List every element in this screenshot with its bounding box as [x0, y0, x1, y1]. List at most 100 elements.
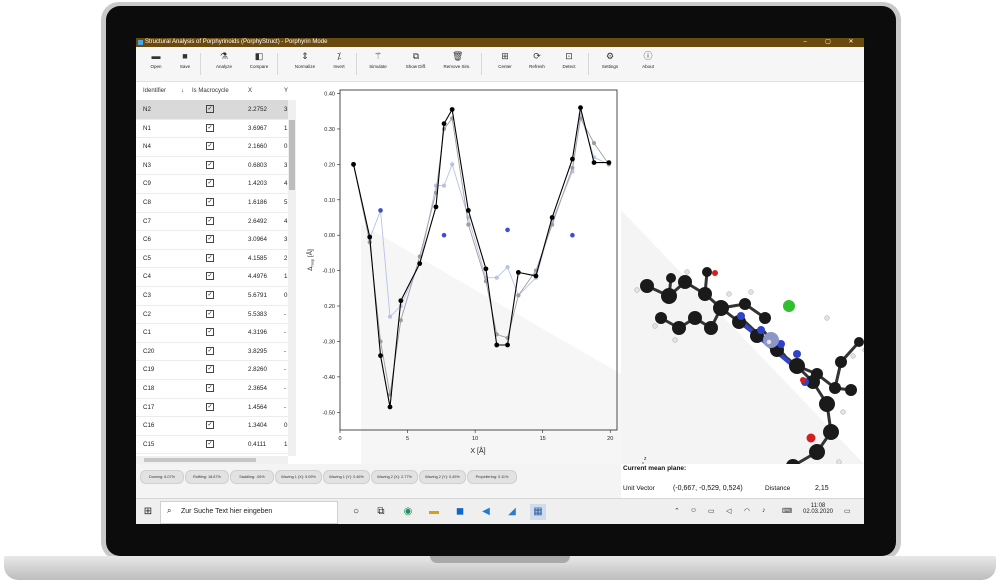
show-diff-button[interactable]: ⧉ Show Diff.	[405, 51, 427, 69]
app-icon-blue[interactable]: ◢	[508, 506, 516, 517]
edge-browser-icon[interactable]: ◉	[403, 506, 413, 517]
tray-battery-icon[interactable]: ▭	[708, 508, 715, 515]
tray-network-icon[interactable]: ◠	[744, 508, 751, 515]
invert-button[interactable]: ⁒ Invert	[333, 51, 345, 69]
maximize-icon[interactable]: ▢	[825, 39, 831, 45]
macrocycle-checkbox[interactable]: ✓	[206, 384, 214, 392]
chip-waving-2y[interactable]: Waving 2 (Y): 0.45%	[419, 470, 466, 484]
scroll-thumb[interactable]	[144, 458, 256, 462]
macrocycle-checkbox[interactable]: ✓	[206, 235, 214, 244]
save-button[interactable]: ■ Save	[179, 51, 191, 69]
table-row[interactable]: N1 ✓ 3.6967 1	[136, 119, 288, 139]
file-explorer-icon[interactable]: ▬	[429, 506, 439, 517]
table-row[interactable]: N2 ✓ 2.2752 3	[136, 100, 288, 120]
chip-propellering[interactable]: Propellering: 3.11%	[467, 470, 517, 484]
column-identifier[interactable]: Identifier	[143, 88, 167, 94]
nitrogen-atom	[777, 340, 785, 348]
grid-horizontal-scrollbar[interactable]	[136, 456, 288, 464]
table-row[interactable]: C6 ✓ 3.0964 3	[136, 230, 288, 250]
compare-button[interactable]: ◧ Compare	[249, 51, 269, 69]
cell-y: 3	[284, 161, 288, 169]
vscode-icon[interactable]: ◀	[482, 506, 490, 517]
chip-waving-1x[interactable]: Waving 1 (X): 9.09%	[275, 470, 322, 484]
refresh-button[interactable]: ⟳ Refresh	[529, 51, 545, 69]
outlook-icon[interactable]: ◼	[455, 506, 465, 517]
table-row[interactable]: C18 ✓ 2.3654 -	[136, 379, 288, 399]
open-button[interactable]: ▬ Open	[150, 51, 162, 69]
molecule-3d-view[interactable]: z y x	[621, 82, 864, 464]
macrocycle-checkbox[interactable]: ✓	[206, 309, 214, 318]
macrocycle-checkbox[interactable]: ✓	[206, 328, 214, 337]
column-macrocycle[interactable]: Is Macrocycle	[192, 88, 229, 94]
macrocycle-checkbox[interactable]: ✓	[206, 123, 214, 132]
macrocycle-checkbox[interactable]: ✓	[206, 402, 214, 411]
normalize-button[interactable]: ⇕ Normalize	[294, 51, 316, 69]
grid-vertical-scrollbar[interactable]	[288, 100, 296, 456]
task-view-icon[interactable]: ⧉	[377, 506, 385, 517]
carbon-atom	[698, 287, 712, 301]
minimize-icon[interactable]: –	[803, 39, 807, 45]
porphystruct-taskbar-icon[interactable]: ▦	[530, 504, 546, 520]
cortana-icon[interactable]: ○	[352, 506, 360, 517]
column-x[interactable]: X	[248, 88, 253, 94]
notification-icon[interactable]: ▭	[844, 508, 851, 515]
tray-keyboard-icon[interactable]: ⌨	[782, 508, 793, 515]
search-placeholder: Zur Suche Text hier eingeben	[181, 508, 273, 515]
x-tick-label: 20	[607, 436, 613, 442]
macrocycle-checkbox[interactable]: ✓	[206, 291, 214, 299]
chip-saddling[interactable]: Saddling: .05%	[230, 470, 274, 484]
macrocycle-checkbox[interactable]: ✓	[206, 160, 214, 169]
cell-x: 1.3404	[248, 422, 267, 430]
about-button[interactable]: ⓘ About	[642, 51, 654, 69]
macrocycle-checkbox[interactable]: ✓	[206, 421, 214, 430]
cell-identifier: N4	[143, 143, 151, 151]
macrocycle-checkbox[interactable]: ✓	[206, 272, 214, 281]
cell-x: 4.4976	[248, 273, 267, 281]
chip-waving-2x[interactable]: Waving 2 (X): 2.77%	[371, 470, 418, 484]
table-row[interactable]: C17 ✓ 1.4564 -	[136, 398, 288, 418]
center-button[interactable]: ⊞ Center	[498, 51, 512, 69]
scroll-thumb[interactable]	[289, 120, 295, 190]
macrocycle-checkbox[interactable]: ✓	[206, 346, 214, 355]
table-row[interactable]: C2 ✓ 5.5383 -	[136, 305, 288, 325]
macrocycle-checkbox[interactable]: ✓	[206, 198, 214, 206]
table-row[interactable]: C3 ✓ 5.6791 0	[136, 286, 288, 306]
settings-button[interactable]: ⚙ Settings	[601, 51, 619, 69]
simulate-button[interactable]: ⚚ Simulate	[369, 51, 387, 69]
table-row[interactable]: C8 ✓ 1.6186 5	[136, 193, 288, 213]
analyze-button[interactable]: ⚗ Analyze	[215, 51, 232, 69]
tray-chevron-icon[interactable]: ⌃	[674, 508, 680, 515]
table-row[interactable]: N4 ✓ 2.1660 0	[136, 137, 288, 157]
chip-doming[interactable]: Doming: 6.07%	[140, 470, 184, 484]
column-y[interactable]: Y	[284, 88, 289, 94]
chip-waving-1y[interactable]: Waving 1 (Y): 0.46%	[323, 470, 370, 484]
tray-volume-icon[interactable]: ◁	[726, 508, 732, 515]
table-row[interactable]: C7 ✓ 2.6492 4	[136, 212, 288, 232]
table-row[interactable]: C16 ✓ 1.3404 0	[136, 416, 288, 436]
taskbar-search-box[interactable]: ⌕ Zur Suche Text hier eingeben	[160, 501, 338, 524]
table-row[interactable]: C1 ✓ 4.3196 -	[136, 323, 288, 343]
tray-sound-icon[interactable]: ♪	[762, 507, 766, 514]
table-row[interactable]: C4 ✓ 4.4976 1	[136, 267, 288, 287]
table-row[interactable]: C20 ✓ 3.8295 -	[136, 342, 288, 362]
close-icon[interactable]: ✕	[848, 39, 854, 45]
table-row[interactable]: C15 ✓ 0.4111 1	[136, 435, 288, 455]
macrocycle-checkbox[interactable]: ✓	[206, 142, 214, 151]
macrocycle-checkbox[interactable]: ✓	[206, 253, 214, 262]
table-row[interactable]: C5 ✓ 4.1585 2	[136, 249, 288, 269]
remove-sim-button[interactable]: 🗑 Remove Sim.	[443, 51, 471, 69]
macrocycle-checkbox[interactable]: ✓	[206, 105, 214, 113]
detect-button[interactable]: ⊡ Detect	[562, 51, 576, 69]
macrocycle-checkbox[interactable]: ✓	[206, 216, 214, 225]
clock[interactable]: 11:08 02.03.2020	[800, 503, 836, 515]
sort-arrow-icon: ↓	[181, 88, 184, 94]
macrocycle-checkbox[interactable]: ✓	[206, 439, 214, 448]
table-row[interactable]: N3 ✓ 0.6803 3	[136, 156, 288, 176]
table-row[interactable]: C9 ✓ 1.4203 4	[136, 174, 288, 194]
tray-people-icon[interactable]: ☺	[690, 507, 698, 514]
chip-ruffling[interactable]: Ruffling: 18.67%	[185, 470, 229, 484]
macrocycle-checkbox[interactable]: ✓	[206, 179, 214, 188]
start-windows-icon[interactable]: ⊞	[143, 506, 153, 517]
macrocycle-checkbox[interactable]: ✓	[206, 365, 214, 374]
table-row[interactable]: C19 ✓ 2.8260 -	[136, 360, 288, 380]
